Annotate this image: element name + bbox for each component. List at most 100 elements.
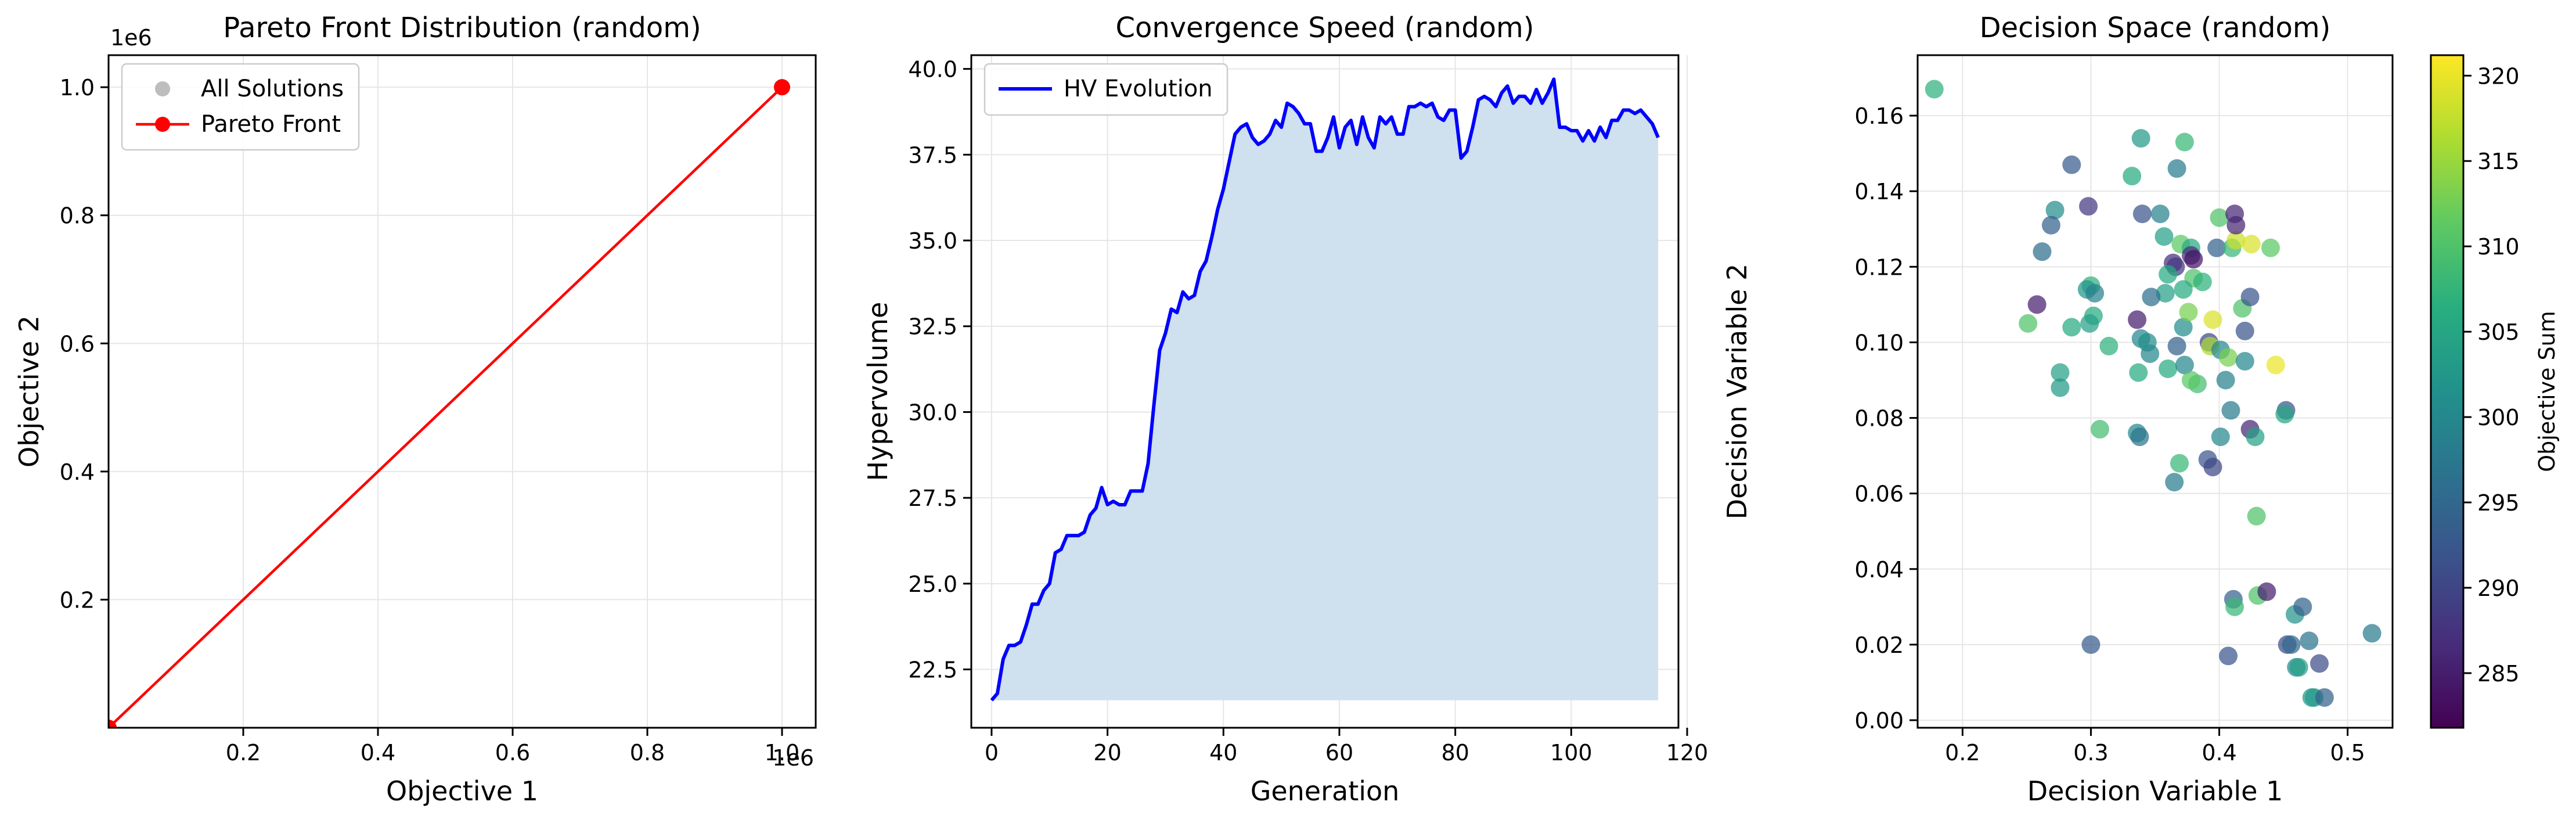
x-tick-label: 1.0 [765, 740, 799, 766]
hv-evolution-line [990, 77, 1660, 702]
legend-box [121, 63, 360, 151]
colorbar-tick-label: 315 [2477, 149, 2520, 174]
decision-point [2247, 506, 2266, 526]
y-tick-label: 0.00 [1854, 708, 1904, 734]
colorbar-ticks: 285 290 295 300 305 310 315 320 [2463, 63, 2520, 687]
decision-point [2156, 283, 2175, 303]
decision-point [2099, 336, 2119, 355]
x-tick-label: 120 [1666, 740, 1709, 766]
decision-point [2203, 458, 2222, 477]
decision-point [2081, 635, 2101, 654]
decision-point [2175, 132, 2194, 152]
decision-point [2062, 318, 2081, 337]
legend-label-pareto-front: Pareto Front [201, 111, 341, 138]
x-tick-label: 100 [1550, 740, 1593, 766]
pareto-front-point [109, 720, 117, 728]
pareto-front-panel: 0.2 0.4 0.6 0.8 1.0 0.2 0.4 0.6 0.8 1.0 Pareto Fr… [13, 12, 817, 807]
axis-ticks: 0.2 0.4 0.6 0.8 1.0 0.2 0.4 0.6 0.8 1.0 [60, 75, 800, 766]
decision-point [2155, 227, 2174, 246]
y-tick-label: 0.2 [60, 587, 95, 613]
colorbar-tick-label: 295 [2477, 490, 2520, 516]
decision-point [2211, 427, 2230, 447]
decision-point [2235, 321, 2254, 340]
decision-point [2062, 155, 2081, 174]
chart-marks [1925, 80, 2382, 707]
decision-point [2079, 197, 2098, 216]
decision-point [2235, 351, 2254, 371]
decision-point [2216, 371, 2235, 390]
y-tick-label: 0.06 [1854, 481, 1904, 507]
decision-point [2150, 204, 2170, 224]
x-tick-label: 0.3 [2073, 740, 2108, 766]
y-tick-label: 0.12 [1854, 254, 1904, 280]
decision-point [2261, 238, 2280, 257]
decision-point [2051, 363, 2070, 382]
decision-point [2159, 265, 2178, 284]
decision-point [2123, 167, 2142, 186]
y-tick-label: 37.5 [908, 142, 957, 168]
y-tick-label: 22.5 [908, 657, 957, 683]
pareto-front-point [774, 79, 790, 96]
decision-point [2174, 280, 2193, 299]
y-tick-label: 0.10 [1854, 330, 1904, 355]
decision-point [2181, 371, 2200, 390]
decision-space-panel: 0.2 0.3 0.4 0.5 0.00 0.02 0.04 0.06 0.08 0.10 0.12… [1721, 12, 2560, 807]
colorbar-tick-label: 305 [2477, 319, 2520, 345]
legend-marker-pareto-front [155, 117, 170, 132]
decision-point [2300, 631, 2319, 651]
decision-point [2085, 283, 2105, 303]
decision-point [2159, 359, 2178, 378]
decision-point [2184, 250, 2203, 269]
y-tick-label: 0.16 [1854, 103, 1904, 129]
axis-ticks: 0.2 0.3 0.4 0.5 0.00 0.02 0.04 0.06 0.08 0.10 0.12… [1854, 103, 2365, 766]
y-tick-label: 0.8 [60, 203, 95, 229]
decision-point [2293, 597, 2312, 616]
x-tick-label: 0.8 [630, 740, 665, 766]
y-tick-label: 0.08 [1854, 406, 1904, 432]
decision-point [2090, 420, 2109, 439]
decision-point [2275, 405, 2294, 424]
decision-point [2240, 287, 2260, 307]
y-tick-label: 0.14 [1854, 179, 1904, 204]
x-tick-label: 0.4 [361, 740, 395, 766]
y-offset-label: 1e6 [110, 25, 152, 51]
y-tick-label: 35.0 [908, 228, 957, 254]
y-axis-label: Hypervolume [862, 302, 894, 481]
decision-point [2142, 287, 2161, 307]
decision-point [2210, 208, 2229, 227]
decision-point [2167, 336, 2186, 355]
decision-point [2128, 310, 2147, 329]
decision-point [2219, 348, 2238, 367]
legend: All Solutions Pareto Front [121, 63, 360, 151]
y-tick-label: 1.0 [60, 75, 95, 100]
hv-area-fill [991, 79, 1659, 700]
grid-lines [109, 55, 816, 728]
x-tick-label: 0.6 [495, 740, 530, 766]
decision-point [2226, 231, 2246, 250]
x-tick-label: 0.4 [2202, 740, 2236, 766]
chart-marks [109, 79, 790, 728]
colorbar-tick-label: 310 [2477, 234, 2520, 260]
plot-frame [1916, 54, 2394, 729]
decision-point [2246, 427, 2265, 447]
decision-point [2221, 401, 2240, 420]
y-axis-label: Decision Variable 2 [1721, 264, 1753, 520]
decision-point [2131, 129, 2150, 148]
decision-point [2051, 378, 2070, 397]
colorbar-tick-label: 320 [2477, 63, 2520, 89]
legend-marker-all-solutions [155, 81, 170, 96]
decision-point [2141, 344, 2160, 363]
colorbar: 285 290 295 300 305 310 315 320 Objective Sum [2430, 54, 2560, 729]
pareto-front-line [109, 86, 783, 728]
decision-point [2130, 427, 2149, 447]
decision-point [2225, 597, 2244, 616]
colorbar-tick-label: 300 [2477, 405, 2520, 430]
decision-point [2129, 363, 2148, 382]
legend-box [983, 63, 1228, 116]
decision-point [2219, 646, 2238, 666]
decision-point [2257, 582, 2276, 601]
legend-label-all-solutions: All Solutions [201, 76, 344, 102]
chart-title: Convergence Speed (random) [1115, 12, 1534, 44]
x-axis-label: Decision Variable 1 [2027, 775, 2283, 807]
